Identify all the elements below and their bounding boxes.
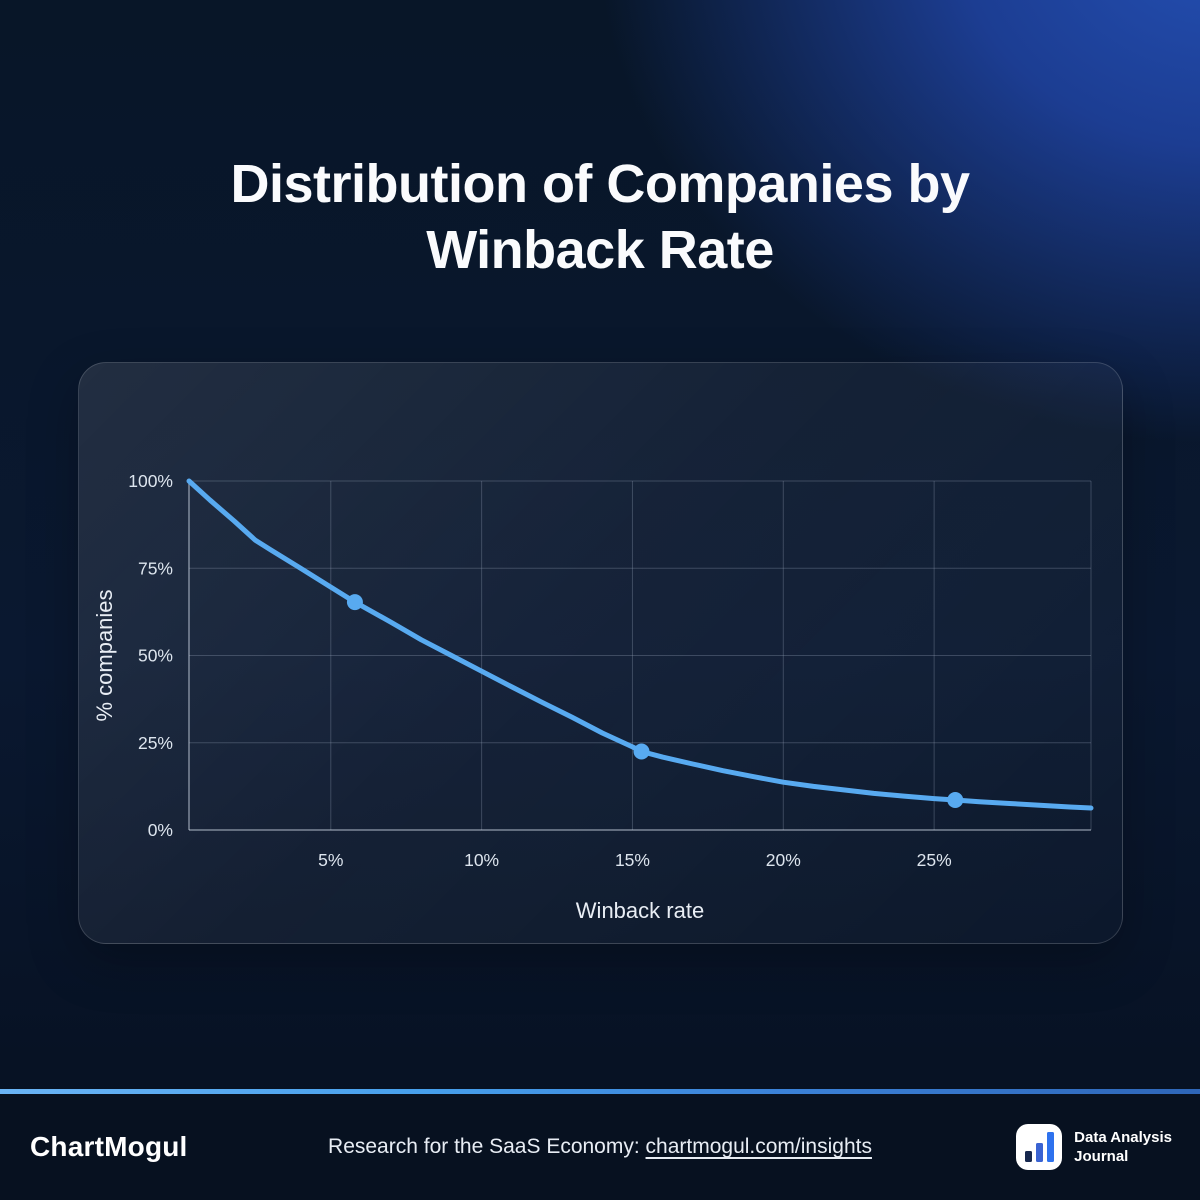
insights-link[interactable]: chartmogul.com/insights bbox=[645, 1135, 872, 1158]
footer-separator bbox=[0, 1089, 1200, 1094]
data-analysis-journal-badge: Data Analysis Journal bbox=[1016, 1124, 1172, 1170]
page-title: Distribution of Companies by Winback Rat… bbox=[0, 152, 1200, 284]
bar-chart-icon-bar-3 bbox=[1046, 1132, 1054, 1162]
x-tick-label: 15% bbox=[615, 850, 650, 870]
y-tick-label: 0% bbox=[148, 820, 173, 840]
data-point-marker bbox=[346, 594, 363, 611]
page-title-line-2: Winback Rate bbox=[426, 219, 774, 280]
x-tick-label: 5% bbox=[318, 850, 343, 870]
y-tick-label: 75% bbox=[138, 558, 173, 578]
x-axis-title: Winback rate bbox=[576, 898, 704, 923]
badge-text-line-1: Data Analysis bbox=[1074, 1128, 1172, 1146]
y-tick-label: 50% bbox=[138, 646, 173, 666]
bar-chart-icon-bar-2 bbox=[1035, 1143, 1043, 1162]
winback-chart-svg: 0% 25% 50% 75% 100% 5% 10% 15% 20% 25% % companies… bbox=[92, 471, 1094, 923]
tagline-prefix: Research for the SaaS Economy: bbox=[328, 1135, 646, 1158]
y-tick-label: 25% bbox=[138, 733, 173, 753]
chartmogul-logo: ChartMogul bbox=[30, 1131, 188, 1162]
x-tick-label: 10% bbox=[464, 850, 499, 870]
bar-chart-icon-bar-1 bbox=[1024, 1151, 1032, 1162]
badge-text-line-2: Journal bbox=[1074, 1148, 1129, 1165]
data-point-marker bbox=[633, 743, 650, 760]
footer: ChartMogul Research for the SaaS Economy… bbox=[0, 1094, 1200, 1200]
chart-card: 0% 25% 50% 75% 100% 5% 10% 15% 20% 25% % companies… bbox=[78, 362, 1123, 944]
footer-tagline: Research for the SaaS Economy: chartmogu… bbox=[0, 1135, 1200, 1159]
y-tick-label: 100% bbox=[128, 471, 173, 491]
x-tick-label: 20% bbox=[766, 850, 801, 870]
x-tick-label: 25% bbox=[917, 850, 952, 870]
badge-text: Data Analysis Journal bbox=[1074, 1128, 1172, 1167]
page-title-line-1: Distribution of Companies by bbox=[230, 154, 970, 214]
bar-chart-icon bbox=[1016, 1124, 1063, 1170]
data-point-marker bbox=[947, 791, 964, 808]
y-axis-title: % companies bbox=[92, 589, 117, 721]
